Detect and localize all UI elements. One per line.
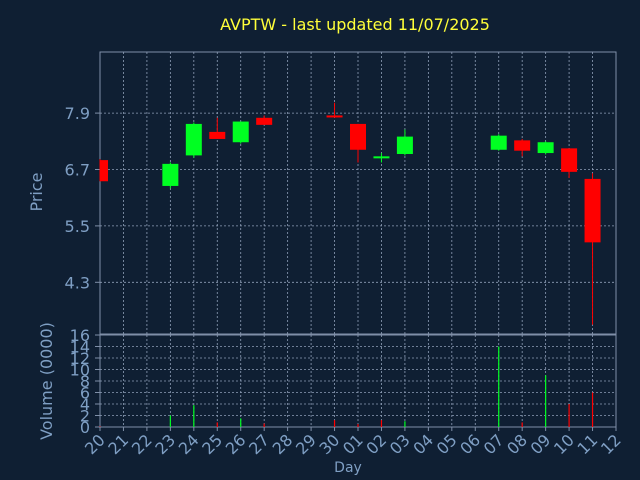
volume-tick-label: 6 <box>80 384 90 403</box>
volume-tick-label: 12 <box>70 349 90 368</box>
candle <box>561 148 578 178</box>
price-axis-label: Price <box>27 172 46 211</box>
candle <box>350 123 366 163</box>
candle-body <box>584 178 601 243</box>
price-tick-label: 6.7 <box>65 161 90 180</box>
x-axis-label: Day <box>334 460 362 476</box>
candle <box>232 121 249 144</box>
volume-tick-label: 16 <box>70 326 90 345</box>
x-tick-label: 12 <box>597 430 625 458</box>
volume-tick-label: 2 <box>80 407 90 426</box>
candle-body <box>561 148 578 172</box>
candle <box>396 129 413 156</box>
price-tick-label: 4.3 <box>65 273 90 292</box>
price-tick-label: 7.9 <box>65 104 90 123</box>
candle <box>373 153 390 163</box>
candle <box>99 159 108 182</box>
candle-body <box>326 115 343 118</box>
candle-body <box>256 117 273 125</box>
candle-body <box>490 135 507 150</box>
candle-body <box>162 163 179 186</box>
volume-panel: 1614121086420202122232425262728293001020… <box>70 326 625 458</box>
candle-body <box>537 142 554 154</box>
candle-body <box>373 156 390 159</box>
candle <box>537 141 554 155</box>
volume-tick-label: 14 <box>70 338 90 357</box>
volume-tick-label: 4 <box>80 395 90 414</box>
candle-body <box>350 123 366 150</box>
chart-title: AVPTW - last updated 11/07/2025 <box>220 15 490 34</box>
candle <box>162 162 179 189</box>
volume-tick-label: 8 <box>80 372 90 391</box>
candle-body <box>232 121 249 143</box>
candle <box>256 115 273 125</box>
candle <box>326 102 343 118</box>
candle-body <box>100 160 108 182</box>
candle-body <box>209 131 226 139</box>
candle <box>490 134 507 151</box>
price-tick-label: 5.5 <box>65 217 90 236</box>
candle <box>584 173 601 325</box>
candle <box>209 117 226 139</box>
volume-axis-label: Volume (0000) <box>37 322 56 440</box>
price-panel: 7.9 6.7 5.5 4.3 <box>65 51 617 335</box>
volume-tick-label: 10 <box>70 361 90 380</box>
candle-body <box>396 136 413 154</box>
volume-tick-label: 0 <box>80 418 90 437</box>
candle <box>185 122 202 158</box>
candle <box>514 138 531 157</box>
candle-body <box>514 140 531 151</box>
candle-body <box>185 123 202 156</box>
